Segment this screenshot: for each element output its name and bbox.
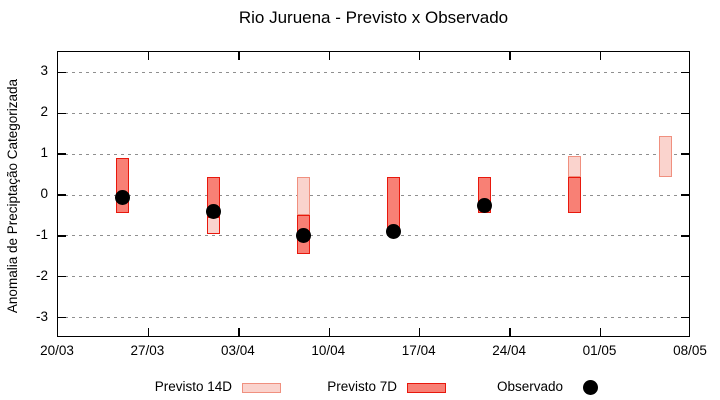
y-tick-left	[58, 316, 66, 319]
x-tick-bottom	[147, 328, 150, 336]
x-tick-top	[238, 52, 240, 60]
plot-area	[57, 51, 690, 337]
legend-label-observado: Observado	[496, 379, 563, 394]
legend-label-previsto-7d: Previsto 7D	[327, 379, 397, 394]
x-tick-label: 01/05	[582, 343, 617, 358]
x-tick-label: 27/03	[130, 343, 165, 358]
forecast-bar-segment	[206, 217, 220, 234]
x-tick-top	[599, 52, 602, 60]
y-tick-left	[58, 153, 66, 155]
y-tick-label: -1	[35, 226, 48, 242]
observed-dot	[386, 224, 402, 240]
x-tick-bottom	[328, 328, 331, 336]
y-gridline	[58, 112, 689, 114]
observed-dot	[295, 228, 311, 244]
forecast-bar-segment	[568, 156, 582, 177]
y-gridline	[58, 71, 689, 73]
observed-dot	[205, 203, 221, 219]
y-tick-left	[58, 194, 66, 196]
x-tick-top	[328, 52, 331, 60]
y-tick-left	[58, 71, 66, 74]
y-tick-right	[681, 153, 689, 155]
forecast-bar-segment	[658, 135, 672, 177]
forecast-bar-segment	[296, 176, 310, 216]
y-gridline	[58, 317, 689, 319]
legend-label-previsto-14d: Previsto 14D	[154, 379, 232, 394]
x-tick-top	[418, 52, 421, 60]
y-tick-left	[58, 235, 66, 237]
legend-observed-dot-icon	[583, 380, 598, 395]
y-tick-label: 1	[40, 145, 48, 161]
x-tick-label: 20/03	[40, 343, 74, 358]
y-tick-label: 0	[40, 186, 48, 201]
y-tick-label: -2	[35, 267, 48, 283]
x-tick-bottom	[418, 328, 421, 336]
y-gridline	[58, 276, 689, 278]
y-tick-left	[58, 112, 66, 115]
x-tick-label: 08/05	[673, 343, 707, 358]
forecast-bar-segment	[568, 176, 582, 214]
forecast-bar-segment	[116, 158, 130, 214]
y-gridline	[58, 235, 689, 237]
legend-swatch-previsto-7d-icon	[407, 383, 446, 393]
x-tick-top	[147, 52, 150, 60]
legend: Previsto 14D Previsto 7D Observado	[0, 376, 720, 400]
x-tick-top	[509, 52, 511, 60]
y-gridline	[58, 194, 689, 196]
x-tick-bottom	[599, 328, 602, 336]
x-tick-label: 03/04	[220, 343, 255, 358]
y-tick-right	[681, 235, 689, 237]
chart-title: Rio Juruena - Previsto x Observado	[238, 8, 509, 27]
x-tick-bottom	[509, 328, 511, 336]
x-tick-bottom	[238, 328, 240, 336]
y-tick-right	[681, 112, 689, 115]
x-tick-label: 24/04	[492, 343, 527, 358]
observed-dot	[476, 197, 492, 213]
x-tick-label: 17/04	[401, 343, 436, 358]
y-tick-left	[58, 275, 66, 278]
legend-swatch-previsto-14d-icon	[242, 383, 281, 393]
y-tick-right	[681, 275, 689, 278]
y-tick-label: 2	[40, 104, 48, 120]
y-tick-right	[681, 194, 689, 196]
x-tick-label: 10/04	[311, 343, 346, 358]
y-tick-label: -3	[35, 308, 48, 324]
y-gridline	[58, 153, 689, 155]
y-tick-right	[681, 71, 689, 74]
y-tick-label: 3	[40, 63, 48, 79]
observed-dot	[115, 189, 131, 205]
y-tick-right	[681, 316, 689, 319]
